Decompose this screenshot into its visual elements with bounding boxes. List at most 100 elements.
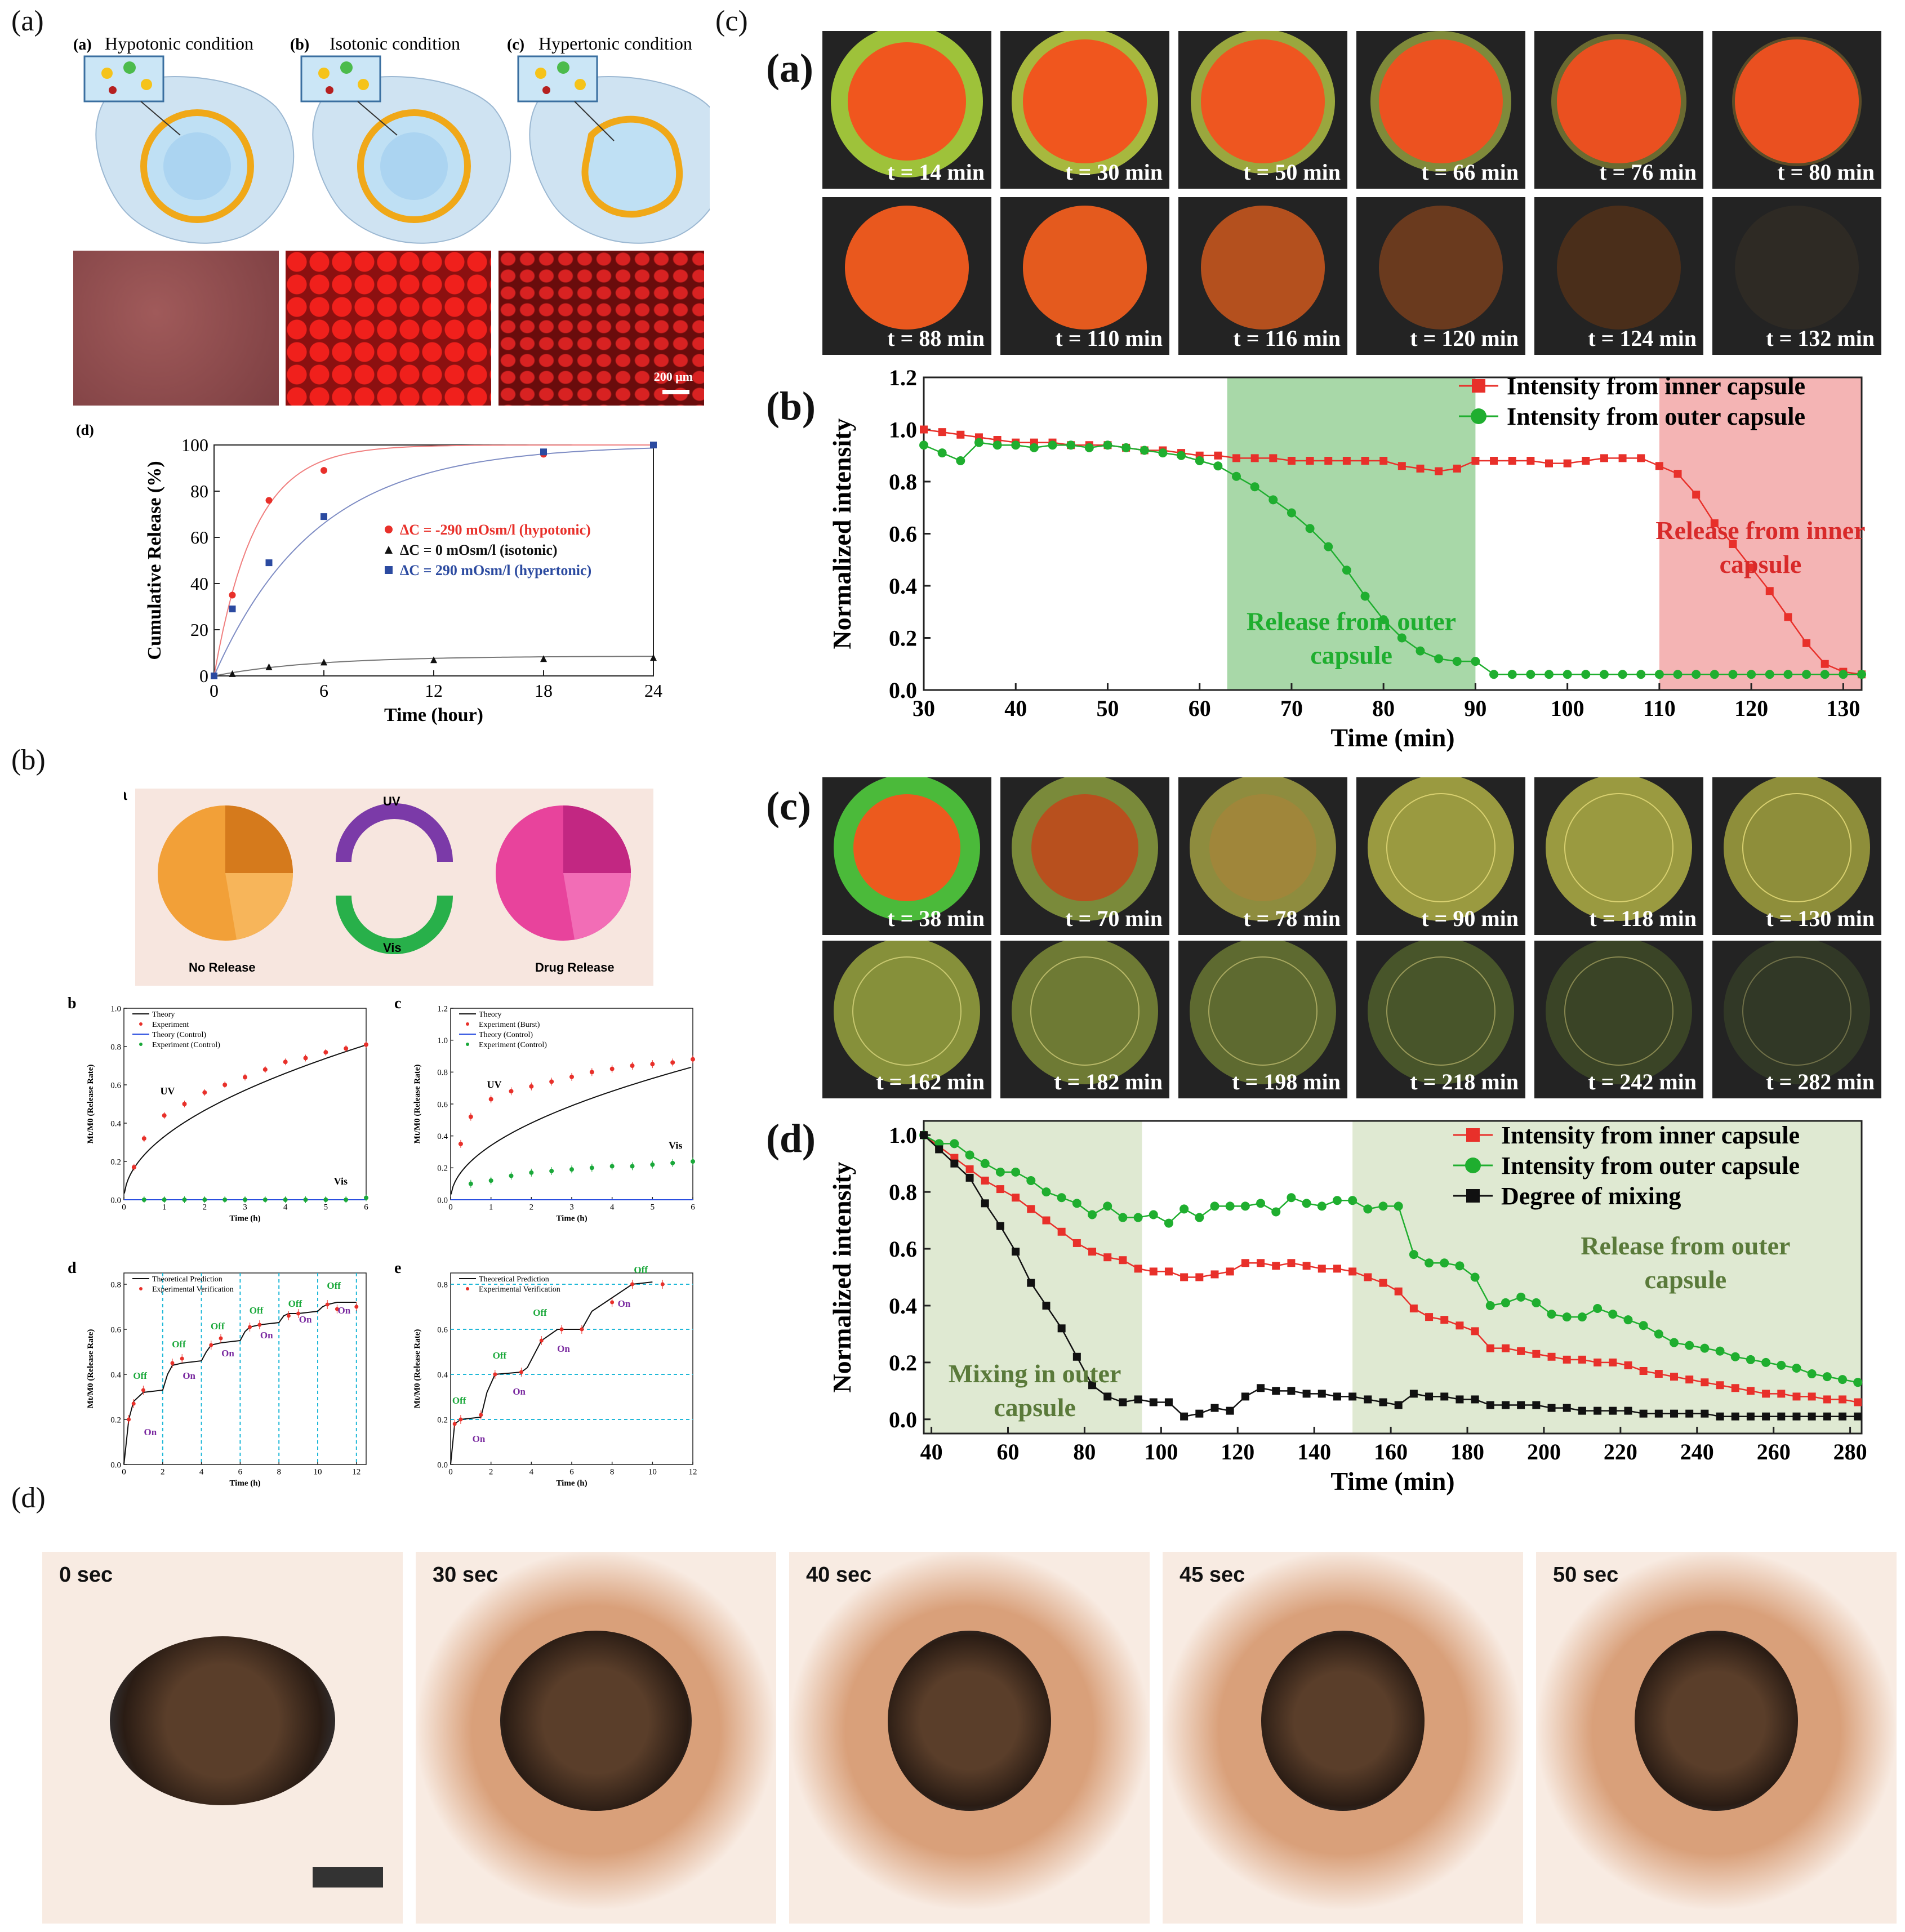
data-point	[1180, 1412, 1189, 1421]
data-point	[1302, 1199, 1311, 1208]
data-point	[650, 654, 657, 661]
x-tick-label: 60	[997, 1439, 1020, 1464]
annotation-mixing: capsule	[994, 1393, 1076, 1422]
y-tick-label: 0.6	[889, 522, 917, 547]
x-tick-label: 0	[448, 1467, 453, 1476]
x-tick-label: 40	[1004, 696, 1027, 721]
data-point	[1195, 1213, 1204, 1222]
data-point	[1655, 462, 1663, 470]
data-point	[1133, 1213, 1143, 1222]
data-point	[1066, 440, 1076, 450]
data-point	[1594, 1358, 1602, 1366]
legend-marker	[139, 1287, 143, 1290]
data-point	[364, 1042, 368, 1047]
data-point	[1012, 1248, 1020, 1256]
x-tick-label: 180	[1450, 1439, 1484, 1464]
outer-capsule	[1012, 941, 1158, 1084]
data-point	[303, 1056, 308, 1061]
legend-marker	[466, 1043, 469, 1046]
data-point	[321, 467, 327, 474]
data-point	[1425, 1258, 1434, 1268]
legend-marker	[385, 566, 393, 574]
x-tick-label: 18	[535, 680, 553, 701]
data-point	[131, 1401, 136, 1406]
data-point	[1287, 1259, 1296, 1267]
y-tick-label: 1.0	[110, 1004, 121, 1013]
schematic-svg: (a) Hypotonic condition (b) Isotonic con…	[73, 33, 728, 244]
data-point	[1839, 1412, 1847, 1421]
annotation-release: capsule	[1645, 1265, 1727, 1294]
data-point	[458, 1141, 463, 1146]
time-label: 45 sec	[1180, 1563, 1245, 1587]
capsule-image-tile: t = 14 min	[822, 31, 991, 189]
x-tick-label: 4	[610, 1203, 615, 1212]
data-point	[670, 1160, 675, 1165]
data-point	[1158, 448, 1168, 458]
data-point	[1042, 1301, 1051, 1310]
data-point	[1088, 1210, 1097, 1219]
sub-label-a: (a)	[73, 36, 92, 54]
sublabel-c-d: (d)	[766, 1116, 816, 1161]
inner-capsule	[1379, 39, 1503, 163]
capsule-image-row-4: t = 162 min t = 182 min t = 198 min t = 218…	[822, 941, 1887, 1098]
data-point	[995, 1167, 1005, 1177]
data-point	[1765, 670, 1774, 679]
micrograph-isotonic	[286, 251, 491, 406]
data-point	[956, 430, 965, 439]
x-tick-label: 240	[1680, 1439, 1714, 1464]
data-point	[219, 1336, 223, 1341]
data-point	[344, 1046, 349, 1051]
data-point	[1792, 1363, 1801, 1373]
time-label: t = 120 min	[1410, 326, 1519, 351]
capsule-image-tile: t = 182 min	[1000, 941, 1169, 1098]
capsule-image-row-1: t = 14 min t = 30 min t = 50 min t = 66 min…	[822, 31, 1887, 189]
data-point	[1088, 1248, 1097, 1256]
data-point	[335, 1307, 339, 1311]
time-label: 0 sec	[59, 1563, 113, 1587]
off-label: Off	[493, 1350, 507, 1361]
data-point	[1599, 670, 1609, 679]
data-point	[1762, 1412, 1770, 1421]
data-point	[1731, 1412, 1739, 1421]
legend-entry: Theory	[152, 1010, 175, 1019]
data-point	[303, 1198, 308, 1202]
data-point	[1118, 1213, 1128, 1222]
data-point	[1578, 1355, 1586, 1364]
data-point	[1241, 1259, 1249, 1267]
data-point	[323, 1050, 328, 1055]
data-point	[1710, 670, 1719, 679]
data-point	[1434, 654, 1444, 664]
y-axis-label: Normalized intensity	[827, 418, 856, 649]
capsule-image-tile: t = 218 min	[1356, 941, 1525, 1098]
inner-capsule	[1201, 39, 1325, 163]
y-tick-label: 0.2	[889, 626, 917, 651]
data-point	[1792, 1412, 1801, 1421]
y-tick-label: 0.4	[437, 1370, 448, 1379]
time-label: t = 30 min	[1065, 159, 1163, 185]
time-label: t = 218 min	[1410, 1069, 1519, 1094]
data-point	[1716, 1381, 1724, 1390]
data-point	[1716, 1412, 1724, 1421]
data-point	[1409, 1250, 1418, 1259]
data-point	[1324, 542, 1333, 551]
data-point	[1348, 1392, 1357, 1401]
annotation-uv: UV	[487, 1079, 502, 1090]
data-point	[202, 1090, 207, 1095]
x-tick-label: 160	[1374, 1439, 1408, 1464]
time-label: 40 sec	[806, 1563, 872, 1587]
data-point	[1378, 1201, 1388, 1211]
data-point	[1072, 1352, 1081, 1361]
data-point	[1416, 646, 1425, 656]
legend-entry: Intensity from inner capsule	[1501, 1121, 1800, 1149]
off-label: Off	[172, 1339, 186, 1350]
data-point	[630, 1164, 635, 1169]
data-point	[1670, 1338, 1679, 1347]
data-point	[1501, 1298, 1510, 1307]
sub-label-b: (b)	[290, 36, 309, 54]
x-tick-label: 40	[920, 1439, 943, 1464]
inner-capsule	[1387, 958, 1494, 1065]
data-point	[1240, 1201, 1250, 1211]
capsule-image-tile: t = 80 min	[1712, 31, 1881, 189]
droplet-photo: 40 sec	[789, 1552, 1150, 1924]
data-point	[950, 1139, 959, 1148]
